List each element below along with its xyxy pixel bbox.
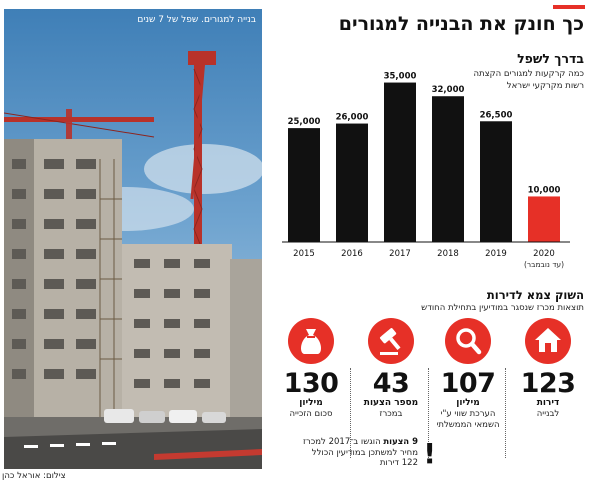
category-label-2016: 2016 — [341, 249, 363, 259]
market-section-title: השוק צמא לדירות — [486, 288, 584, 302]
stat-unit: דירות — [536, 398, 560, 408]
stat-divider — [350, 368, 351, 458]
stat-description: במכרז — [379, 409, 403, 419]
note-text: 9 הצעות הוגשו ב־2017 למכרז מחיר למשתכן ב… — [302, 437, 418, 469]
exclamation-icon: ! — [423, 437, 436, 470]
chart-title: בדרך לשפל — [517, 51, 584, 66]
stat-unit: מיליון — [299, 398, 323, 408]
money-bag-icon — [288, 318, 334, 364]
stat-apartments: 123 דירות לבנייה — [510, 318, 586, 420]
value-label-2015: 25,000 — [288, 117, 321, 127]
stat-number: 107 — [440, 368, 496, 399]
stat-description: לבנייה — [536, 409, 560, 419]
market-section-subtitle: תוצאות מכרז שנסגר במודיעין בתחילת החודש — [421, 303, 584, 313]
headline: כך חונק את הבנייה למגורים — [338, 13, 584, 35]
magnifier-icon — [445, 318, 491, 364]
stat-description: סכום הזכייה — [289, 409, 333, 419]
bar-2016 — [336, 123, 368, 242]
gavel-icon — [368, 318, 414, 364]
photo-caption: בנייה למגורים. שפל של 7 שנים — [137, 15, 256, 25]
headline-accent-bar — [553, 5, 585, 9]
note-body: הוגשו ב־2017 למכרז מחיר למשתכן במודיעין … — [303, 437, 418, 468]
stat-number: 43 — [372, 368, 410, 399]
stat-divider — [505, 368, 506, 458]
stat-description: הערכת שווי ע"י השמאי הממשלתי — [436, 409, 500, 430]
stat-bids: 43 מספר הצעות במכרז — [353, 318, 429, 420]
house-icon — [525, 318, 571, 364]
category-label-2019: 2019 — [485, 249, 507, 259]
stat-divider — [428, 368, 429, 458]
category-note-2020: (עד נובמבר) — [524, 260, 564, 269]
chart-subtitle: כמה קרקעות למגורים הקצתה רשות מקרקעי ישר… — [464, 68, 584, 92]
value-label-2016: 26,000 — [336, 113, 369, 123]
chart-subtitle-line-2: רשות מקרקעי ישראל — [506, 81, 584, 91]
bar-2017 — [384, 82, 416, 242]
construction-photo: בנייה למגורים. שפל של 7 שנים — [4, 9, 262, 469]
stat-number: 130 — [283, 368, 339, 399]
bar-2020 — [528, 196, 560, 242]
bar-2018 — [432, 96, 464, 242]
stat-unit: מספר הצעות — [363, 398, 419, 408]
chart-subtitle-line-1: כמה קרקעות למגורים הקצתה — [473, 69, 584, 79]
stat-valuation: 107 מיליון הערכת שווי ע"י השמאי הממשלתי — [430, 318, 506, 431]
category-label-2015: 2015 — [293, 249, 315, 259]
value-label-2018: 32,000 — [432, 85, 465, 95]
tender-note: ! 9 הצעות הוגשו ב־2017 למכרז מחיר למשתכן… — [300, 436, 440, 470]
stat-unit: מיליון — [456, 398, 480, 408]
value-label-2020: 10,000 — [528, 185, 561, 195]
value-label-2019: 26,500 — [480, 110, 513, 120]
category-label-2020: 2020 — [533, 249, 555, 259]
stat-winning-sum: 130 מיליון סכום הזכייה — [273, 318, 349, 420]
bar-2019 — [480, 121, 512, 242]
photo-credit: צילום: אוראל כהן — [2, 471, 66, 481]
stat-number: 123 — [520, 368, 576, 399]
allocation-bar-chart: 25,000 2015 26,000 2016 35,000 2017 32,000 2018… — [282, 72, 570, 269]
value-label-2017: 35,000 — [384, 72, 417, 82]
category-label-2017: 2017 — [389, 249, 411, 259]
bar-2015 — [288, 128, 320, 242]
note-bold: 9 הצעות — [383, 437, 418, 447]
construction-illustration — [4, 51, 262, 469]
category-label-2018: 2018 — [437, 249, 459, 259]
